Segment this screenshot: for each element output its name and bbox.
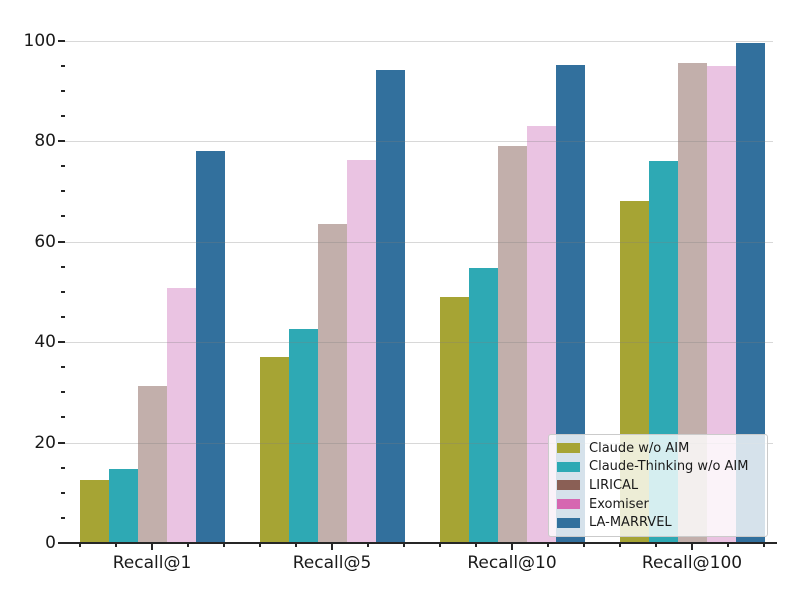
x-axis-minor-tick xyxy=(187,544,189,547)
x-axis-minor-tick xyxy=(259,544,261,547)
y-axis-major-tick xyxy=(58,441,65,444)
y-axis-major-tick xyxy=(58,240,65,243)
x-axis-minor-tick xyxy=(403,544,405,547)
y-axis-minor-tick xyxy=(61,416,65,419)
legend-swatch-exomiser xyxy=(557,499,580,510)
gridline-y-40 xyxy=(65,342,773,343)
gridline-y-100 xyxy=(65,40,773,42)
bar-claude-thinking-w-o-aim-recall-5 xyxy=(288,329,318,543)
x-axis-major-tick xyxy=(331,544,333,550)
legend: Claude w/o AIM Claude-Thinking w/o AIM LIR… xyxy=(548,434,768,537)
legend-swatch-la-marrvel xyxy=(557,517,580,528)
y-axis-tick-label: 80 xyxy=(34,131,56,151)
y-axis-minor-tick xyxy=(61,466,65,469)
y-axis-minor-tick xyxy=(61,290,65,293)
y-axis-tick-label: 60 xyxy=(34,231,56,252)
y-axis-minor-tick xyxy=(61,89,65,92)
y-axis-minor-tick xyxy=(61,64,65,67)
y-axis-minor-tick xyxy=(61,114,65,117)
legend-item-la-marrvel: LA-MARRVEL xyxy=(557,513,759,532)
bar-claude-w-o-aim-recall-5 xyxy=(259,357,289,543)
bar-claude-thinking-w-o-aim-recall-1 xyxy=(108,469,138,543)
bar-exomiser-recall-1 xyxy=(166,288,196,543)
x-category-label-recall-1: Recall@1 xyxy=(112,553,192,573)
x-axis-major-tick xyxy=(691,544,693,550)
bar-claude-thinking-w-o-aim-recall-10 xyxy=(468,268,498,543)
legend-label-claude-w-o-aim: Claude w/o AIM xyxy=(589,440,690,456)
y-axis-minor-tick xyxy=(61,516,65,519)
x-axis-minor-tick xyxy=(295,544,297,547)
legend-item-claude-w-o-aim: Claude w/o AIM xyxy=(557,439,759,458)
gridline-y-80 xyxy=(65,141,773,142)
bar-lirical-recall-1 xyxy=(137,386,167,543)
legend-swatch-claude-w-o-aim xyxy=(557,443,580,454)
x-axis-minor-tick xyxy=(619,544,621,547)
y-axis-minor-tick xyxy=(61,190,65,193)
y-axis-minor-tick xyxy=(61,366,65,369)
y-axis-minor-tick xyxy=(61,265,65,268)
x-category-label-recall-10: Recall@10 xyxy=(467,553,557,573)
gridline-y-60 xyxy=(65,241,773,243)
legend-swatch-claude-thinking-w-o-aim xyxy=(557,461,580,472)
x-axis-minor-tick xyxy=(223,544,225,547)
legend-swatch-lirical xyxy=(557,480,580,491)
legend-label-exomiser: Exomiser xyxy=(589,496,649,512)
bar-lirical-recall-10 xyxy=(497,146,527,543)
x-axis-minor-tick xyxy=(763,544,765,547)
y-axis-major-tick xyxy=(58,39,65,42)
bar-lirical-recall-5 xyxy=(317,224,347,543)
x-category-label-recall-5: Recall@5 xyxy=(292,553,372,573)
x-axis-minor-tick xyxy=(727,544,729,547)
bar-la-marrvel-recall-1 xyxy=(195,151,225,543)
bar-claude-w-o-aim-recall-10 xyxy=(439,297,469,543)
y-axis-minor-tick xyxy=(61,315,65,318)
bar-exomiser-recall-5 xyxy=(346,160,376,543)
x-axis-major-tick xyxy=(151,544,153,550)
y-axis-tick-label: 100 xyxy=(23,30,56,51)
legend-label-lirical: LIRICAL xyxy=(589,477,639,493)
x-axis-minor-tick xyxy=(115,544,117,547)
y-axis-tick-label: 40 xyxy=(34,332,56,352)
y-axis-major-tick xyxy=(58,341,65,343)
y-axis-tick-label: 0 xyxy=(45,533,56,553)
x-category-label-recall-100: Recall@100 xyxy=(641,553,743,573)
x-axis-spine xyxy=(61,542,777,544)
y-axis-minor-tick xyxy=(61,165,65,168)
legend-item-claude-thinking-w-o-aim: Claude-Thinking w/o AIM xyxy=(557,458,759,477)
gridline-y-20 xyxy=(65,442,773,444)
y-axis-minor-tick xyxy=(61,215,65,218)
y-axis-major-tick xyxy=(58,140,65,142)
y-axis-tick-label: 20 xyxy=(34,432,56,453)
x-axis-minor-tick xyxy=(79,544,81,547)
x-axis-minor-tick xyxy=(655,544,657,547)
x-axis-minor-tick xyxy=(439,544,441,547)
x-axis-minor-tick xyxy=(583,544,585,547)
legend-item-exomiser: Exomiser xyxy=(557,495,759,514)
y-axis-minor-tick xyxy=(61,391,65,394)
y-axis-minor-tick xyxy=(61,491,65,494)
legend-label-claude-thinking-w-o-aim: Claude-Thinking w/o AIM xyxy=(589,459,749,475)
bar-claude-w-o-aim-recall-1 xyxy=(79,480,109,543)
legend-label-la-marrvel: LA-MARRVEL xyxy=(589,515,672,531)
bar-la-marrvel-recall-5 xyxy=(375,70,405,543)
x-axis-minor-tick xyxy=(367,544,369,547)
legend-item-lirical: LIRICAL xyxy=(557,476,759,495)
x-axis-minor-tick xyxy=(547,544,549,547)
x-axis-major-tick xyxy=(511,544,513,550)
x-axis-minor-tick xyxy=(475,544,477,547)
